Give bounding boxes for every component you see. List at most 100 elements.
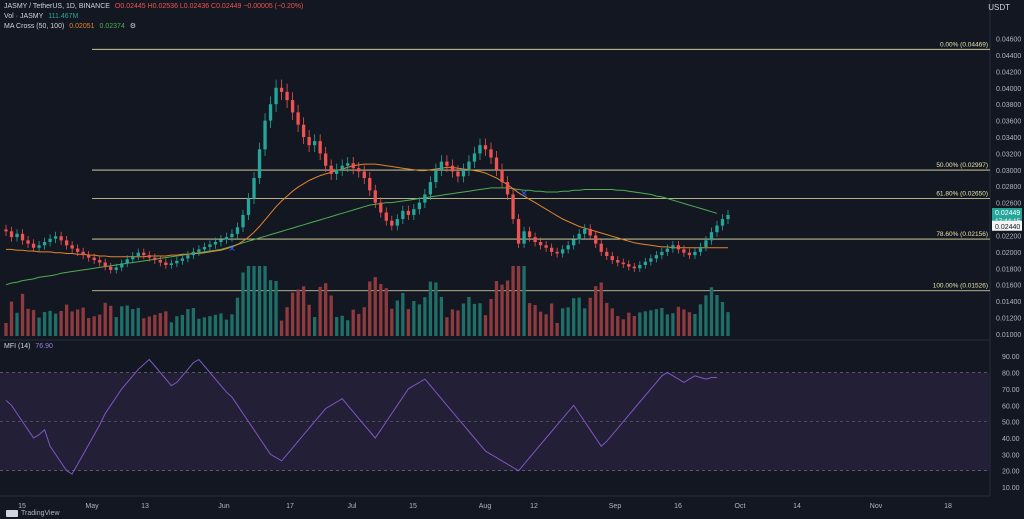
candle-body <box>544 245 548 248</box>
candle-body <box>42 242 47 246</box>
volume-bar <box>483 315 488 336</box>
volume-bar <box>219 313 223 336</box>
ma-settings-icon[interactable]: ⚙ <box>129 23 137 30</box>
candle-body <box>384 212 388 221</box>
candle-body <box>456 171 460 177</box>
volume-bar <box>235 297 240 336</box>
volume-bar <box>224 319 229 336</box>
candle-body <box>15 233 19 238</box>
mfi-tick-label: 30.00 <box>1002 452 1020 459</box>
volume-bar <box>213 314 218 336</box>
volume-bar <box>142 318 146 336</box>
volume-bar <box>500 284 504 336</box>
volume-bar <box>59 310 63 336</box>
volume-bar <box>533 305 537 336</box>
candle-body <box>588 228 592 236</box>
volume-bar <box>136 307 140 336</box>
volume-bar <box>301 286 306 336</box>
candle-body <box>428 182 433 195</box>
candle-body <box>312 141 317 146</box>
price-tick-label: 0.02200 <box>996 233 1021 240</box>
tradingview-logo-icon <box>6 510 18 517</box>
price-tick-label: 0.03400 <box>996 135 1021 142</box>
candle-body <box>676 245 681 250</box>
volume-bar <box>230 314 234 336</box>
candle-body <box>81 251 85 256</box>
volume-bar <box>478 303 482 336</box>
candle-body <box>478 145 482 154</box>
candle-body <box>572 239 576 246</box>
volume-bar <box>472 303 477 336</box>
candle-body <box>649 258 653 262</box>
candle-body <box>224 237 229 240</box>
candle-body <box>351 163 355 169</box>
candle-body <box>131 255 135 260</box>
price-tick-label: 0.01000 <box>996 332 1021 339</box>
volume-bar <box>577 297 581 336</box>
candle-body <box>31 243 36 248</box>
symbol-line[interactable]: JASMY / TetherUS, 1D, BINANCE <box>4 3 110 10</box>
candle-body <box>516 219 521 244</box>
volume-bar <box>120 306 124 336</box>
candle-body <box>549 247 554 252</box>
candle-body <box>142 252 146 256</box>
candle-body <box>439 161 444 170</box>
volume-bar <box>48 310 52 336</box>
volume-bar <box>715 294 719 336</box>
price-tick-label: 0.04000 <box>996 86 1021 93</box>
candle-body <box>59 236 63 241</box>
volume-bar <box>357 313 361 336</box>
candle-body <box>671 245 675 249</box>
volume-bar <box>191 308 196 336</box>
volume-bar <box>285 307 289 336</box>
volume-bar <box>164 311 168 336</box>
price-tick-label: 0.03600 <box>996 119 1021 126</box>
candle-body <box>335 169 339 174</box>
candle-body <box>263 120 267 150</box>
volume-bar <box>4 323 8 336</box>
candle-body <box>605 251 609 256</box>
volume-bar <box>687 312 692 336</box>
candle-body <box>191 251 196 256</box>
volume-bar <box>649 310 653 336</box>
volume-bar <box>131 309 135 336</box>
candle-body <box>324 153 328 166</box>
candle-body <box>483 145 488 150</box>
volume-bar <box>379 283 383 336</box>
volume-bar <box>147 316 151 336</box>
tradingview-watermark[interactable]: TradingView <box>6 510 60 517</box>
mfi-legend: MFI (14) 76.90 <box>4 342 56 351</box>
candle-body <box>704 240 708 247</box>
volume-bar <box>638 312 642 336</box>
volume-bar <box>340 315 344 336</box>
candle-body <box>125 259 129 264</box>
volume-bar <box>175 316 179 336</box>
time-tick-label: Sep <box>609 503 622 510</box>
candle-body <box>533 237 537 243</box>
candle-body <box>268 104 273 121</box>
volume-bar <box>511 266 515 336</box>
last-price-label: 0.02449 <box>995 210 1020 217</box>
volume-bar <box>329 295 333 336</box>
candle-body <box>285 91 289 101</box>
volume-bar <box>346 320 350 336</box>
candle-body <box>153 257 157 261</box>
mfi-label[interactable]: MFI (14) <box>4 343 31 350</box>
currency-label[interactable]: USDT <box>988 3 1010 12</box>
mfi-tick-label: 80.00 <box>1002 371 1020 378</box>
price-tick-label: 0.04400 <box>996 53 1021 60</box>
volume-bar <box>434 282 438 336</box>
time-tick-label: 13 <box>141 503 149 510</box>
price-tick-label: 0.01600 <box>996 283 1021 290</box>
candle-body <box>92 257 96 261</box>
candle-body <box>461 169 466 177</box>
volume-label[interactable]: Vol · JASMY <box>4 13 44 20</box>
ma-cross-icon: ✕ <box>228 245 236 255</box>
candle-body <box>98 260 102 263</box>
ma-label[interactable]: MA Cross (50, 100) <box>4 23 65 30</box>
candle-body <box>627 264 631 267</box>
time-tick-label: 14 <box>793 503 801 510</box>
volume-bar <box>9 301 14 336</box>
candle-body <box>219 239 223 243</box>
time-tick-label: Nov <box>870 503 883 510</box>
